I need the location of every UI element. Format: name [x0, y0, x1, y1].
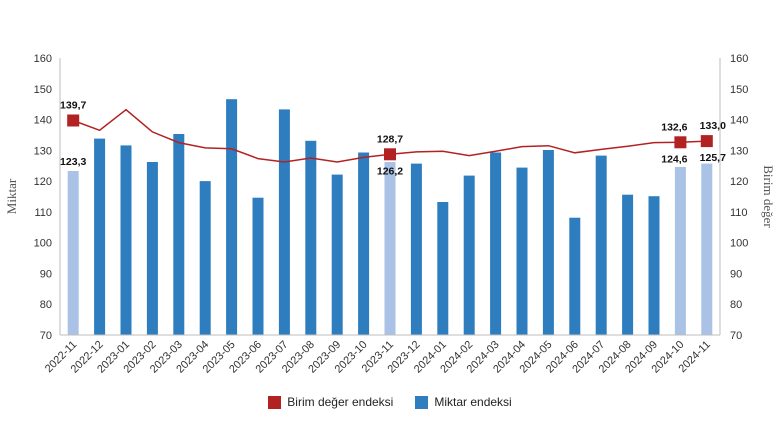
y-tick-right-110: 110: [730, 207, 748, 219]
line-label-2024-11: 133,0: [700, 120, 726, 132]
y-tick-left-100: 100: [34, 238, 52, 250]
line-label-2022-11: 139,7: [60, 100, 86, 112]
bar-2024-11: [701, 163, 713, 335]
bar-2023-12: [410, 163, 422, 335]
legend-swatch-bar: [415, 395, 429, 409]
bar-2023-04: [199, 181, 211, 335]
legend: Birim değer endeksi Miktar endeksi: [0, 395, 780, 409]
data-labels: 139,7 128,7 132,6 133,0 123,3 126,2 124,6 125,7: [60, 100, 726, 178]
y-tick-left-110: 110: [34, 207, 52, 219]
bar-2024-10: [674, 167, 686, 335]
bar-2024-01: [437, 202, 449, 335]
bar-2024-07: [595, 155, 607, 335]
y-tick-right-130: 130: [730, 145, 748, 157]
bar-label-2024-11: 125,7: [700, 152, 726, 164]
bar-2023-11: [384, 162, 396, 335]
y-tick-right-80: 80: [730, 299, 742, 311]
bar-2023-06: [252, 197, 264, 335]
bar-2024-04: [516, 167, 528, 335]
bar-2023-08: [305, 140, 317, 335]
bar-2023-10: [358, 152, 370, 335]
y-tick-left-90: 90: [40, 268, 52, 280]
line-label-2024-10: 132,6: [661, 121, 687, 133]
bar-2023-07: [278, 109, 290, 336]
y-tick-right-160: 160: [730, 53, 748, 65]
bar-2024-08: [622, 194, 634, 335]
y-tick-right-140: 140: [730, 115, 748, 127]
bar-2024-06: [569, 217, 581, 335]
bar-2023-03: [173, 134, 185, 335]
y-tick-left-120: 120: [34, 176, 52, 188]
bar-2024-05: [542, 150, 554, 335]
line-marker-2024-10: [674, 136, 687, 149]
y-tick-left-160: 160: [34, 53, 52, 65]
legend-label-bar: Miktar endeksi: [434, 395, 512, 409]
bar-series: [67, 99, 713, 336]
bar-2023-01: [120, 145, 132, 335]
y-tick-right-100: 100: [730, 238, 748, 250]
y-tick-left-150: 150: [34, 84, 52, 96]
bar-2024-02: [463, 175, 475, 335]
line-marker-2022-11: [67, 114, 80, 127]
y-tick-left-130: 130: [34, 145, 52, 157]
y-axis-title-left: Miktar: [4, 178, 19, 214]
line-label-2023-11: 128,7: [377, 133, 403, 145]
legend-item-bar[interactable]: Miktar endeksi: [415, 395, 512, 409]
line-markers: [67, 114, 713, 161]
y-tick-left-70: 70: [40, 330, 52, 342]
legend-item-line[interactable]: Birim değer endeksi: [268, 395, 393, 409]
bar-label-2024-10: 124,6: [661, 153, 687, 165]
bar-2023-05: [226, 99, 238, 335]
line-marker-2023-11: [384, 148, 396, 161]
legend-swatch-line: [268, 395, 282, 409]
y-tick-right-90: 90: [730, 268, 742, 280]
y-tick-right-120: 120: [730, 176, 748, 188]
legend-label-line: Birim değer endeksi: [287, 395, 394, 409]
bar-2022-11: [67, 171, 79, 335]
bar-2022-12: [94, 138, 106, 335]
y-tick-right-150: 150: [730, 84, 748, 96]
bar-2023-09: [331, 174, 343, 335]
y-axis-title-right: Birim değer: [761, 165, 776, 228]
bar-2024-09: [648, 196, 660, 335]
bar-2023-02: [146, 162, 158, 335]
y-tick-left-140: 140: [34, 115, 52, 127]
bar-label-2022-11: 123,3: [60, 156, 86, 168]
y-tick-right-70: 70: [730, 330, 742, 342]
line-marker-2024-11: [700, 135, 713, 148]
y-tick-left-80: 80: [40, 299, 52, 311]
bar-2024-03: [490, 152, 502, 335]
bar-label-2023-11: 126,2: [377, 165, 403, 177]
